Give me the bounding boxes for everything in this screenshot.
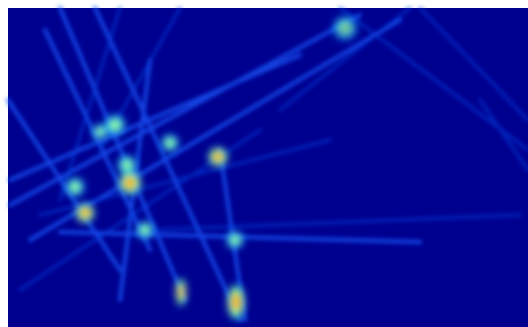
hotspot: [175, 276, 187, 308]
hotspot: [331, 14, 359, 42]
hotspot: [225, 230, 245, 250]
hotspot: [135, 220, 155, 240]
hotspot: [91, 123, 109, 141]
heatmap-image: [0, 0, 528, 327]
hotspot: [64, 176, 86, 198]
hotspot: [207, 146, 229, 168]
hotspot: [74, 202, 96, 224]
page: [0, 0, 528, 327]
hotspot: [117, 170, 143, 196]
hotspot: [226, 282, 246, 322]
background: [8, 8, 528, 327]
hotspot: [160, 133, 180, 153]
